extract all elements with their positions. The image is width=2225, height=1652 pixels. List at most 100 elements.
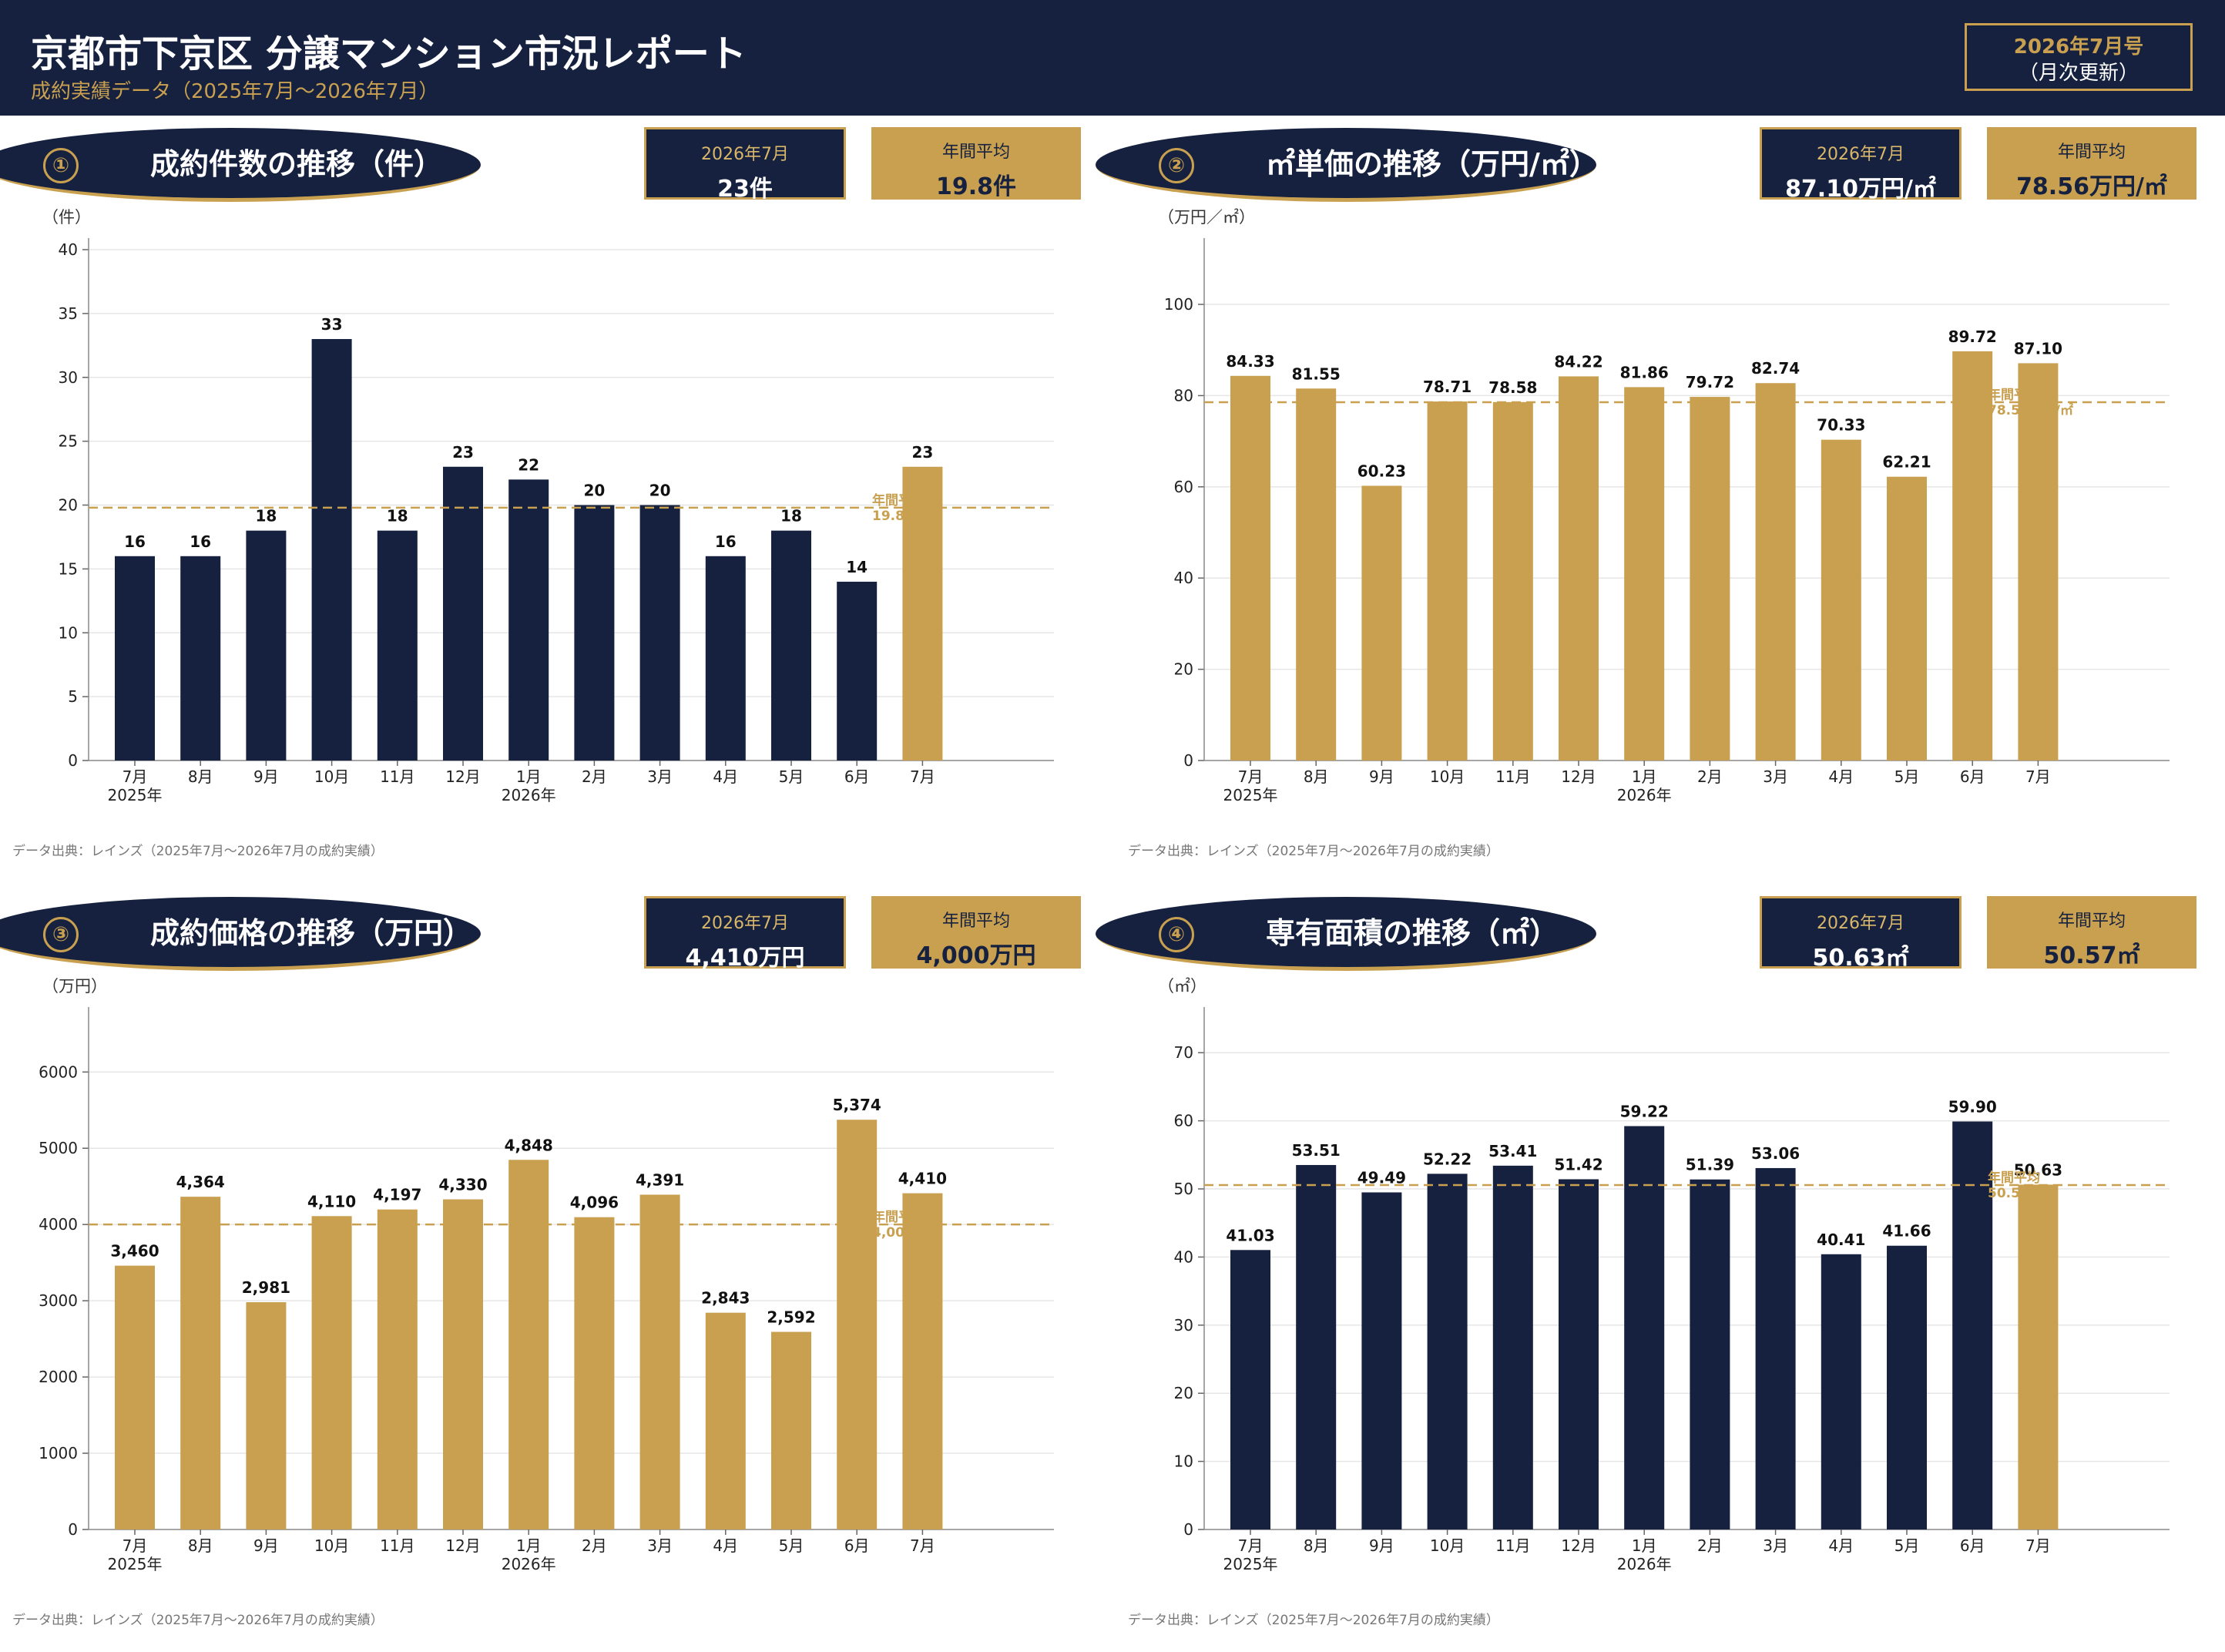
bar — [377, 530, 418, 761]
panel-floor-area: ④ 専有面積の推移（㎡） 2026年7月 50.63㎡ 年間平均 50.57㎡ … — [1096, 886, 2225, 1652]
data-label: 53.51 — [1292, 1141, 1341, 1160]
average-label: 年間平均 — [872, 1209, 925, 1225]
x-tick-label: 1月 — [1632, 1536, 1657, 1555]
kpi-current-label: 2026年7月 — [1817, 145, 1905, 164]
bar — [180, 556, 221, 761]
y-tick-label: 10 — [59, 623, 78, 642]
data-label: 50.63 — [2014, 1160, 2062, 1179]
bar — [2018, 363, 2059, 761]
kpi-average-value: 19.8件 — [935, 173, 1017, 200]
x-tick-label: 4月 — [1828, 1536, 1854, 1555]
x-year-label: 2025年 — [108, 1555, 163, 1573]
data-label: 4,096 — [570, 1194, 619, 1212]
average-value-label: 50.57㎡ — [1988, 1185, 2042, 1201]
x-tick-label: 9月 — [253, 1536, 279, 1555]
bar — [705, 556, 746, 761]
x-tick-label: 9月 — [1369, 1536, 1394, 1555]
x-tick-label: 5月 — [1894, 767, 1920, 786]
data-label: 2,843 — [701, 1289, 750, 1308]
kpi-current-value: 23件 — [717, 176, 773, 203]
data-label: 4,391 — [636, 1170, 684, 1189]
x-tick-label: 7月 — [122, 1536, 148, 1555]
data-label: 82.74 — [1751, 359, 1800, 378]
y-axis-unit: （万円／㎡） — [1158, 208, 1255, 227]
y-axis-unit: （万円） — [42, 977, 107, 996]
kpi-current-value: 50.63㎡ — [1812, 945, 1909, 972]
kpi-average-label: 年間平均 — [941, 143, 1010, 162]
data-source-note: データ出典：レインズ（2025年7月〜2026年7月の成約実績） — [1128, 844, 1499, 859]
bar — [1230, 1250, 1270, 1529]
y-tick-label: 100 — [1164, 295, 1193, 314]
bar — [1492, 401, 1533, 761]
data-label: 51.39 — [1686, 1156, 1734, 1174]
x-tick-label: 3月 — [647, 767, 673, 786]
bar — [639, 505, 680, 761]
panel-number: ③ — [43, 917, 79, 952]
data-source-note: データ出典：レインズ（2025年7月〜2026年7月の成約実績） — [12, 1613, 384, 1628]
bar — [639, 1194, 680, 1529]
y-tick-label: 0 — [68, 751, 78, 770]
bar — [1492, 1165, 1533, 1529]
x-tick-label: 6月 — [1960, 1536, 1985, 1555]
data-label: 89.72 — [1948, 327, 1997, 346]
x-tick-label: 1月 — [516, 767, 542, 786]
data-source-note: データ出典：レインズ（2025年7月〜2026年7月の成約実績） — [12, 844, 384, 859]
x-tick-label: 7月 — [910, 1536, 935, 1555]
report-title: 京都市下京区 分譲マンション市況レポート — [31, 32, 747, 76]
panel-deal-price: ③ 成約価格の推移（万円） 2026年7月 4,410万円 年間平均 4,000… — [0, 886, 1112, 1652]
x-tick-label: 11月 — [1495, 1536, 1530, 1555]
bar — [1887, 476, 1927, 761]
x-tick-label: 3月 — [1763, 1536, 1788, 1555]
data-label: 4,410 — [898, 1170, 947, 1188]
x-tick-label: 5月 — [1894, 1536, 1920, 1555]
average-label: 年間平均 — [872, 492, 925, 509]
data-label: 18 — [387, 507, 408, 525]
data-label: 2,592 — [767, 1308, 815, 1327]
x-tick-label: 8月 — [188, 767, 213, 786]
bar — [508, 1160, 549, 1529]
update-label: （月次更新） — [2018, 61, 2139, 85]
x-year-label: 2025年 — [108, 786, 163, 804]
bar-chart: 02040608010084.337月2025年81.558月60.239月78… — [1164, 238, 2170, 804]
y-tick-label: 0 — [68, 1520, 78, 1539]
x-tick-label: 3月 — [647, 1536, 673, 1555]
bar — [837, 1120, 878, 1529]
kpi-current-value: 87.10万円/㎡ — [1785, 176, 1936, 203]
average-label: 年間平均 — [1988, 387, 2040, 403]
data-label: 59.22 — [1620, 1102, 1669, 1120]
y-tick-label: 15 — [59, 559, 78, 578]
y-tick-label: 50 — [1174, 1180, 1193, 1198]
x-tick-label: 4月 — [1828, 767, 1854, 786]
x-tick-label: 10月 — [314, 767, 349, 786]
bar — [1230, 375, 1270, 761]
data-label: 4,364 — [176, 1173, 225, 1191]
panel-deal-count: ① 成約件数の推移（件） 2026年7月 23件 年間平均 19.8件 （件） … — [0, 117, 1112, 883]
data-label: 81.55 — [1292, 364, 1341, 383]
kpi-average-value: 78.56万円/㎡ — [2016, 173, 2167, 200]
data-label: 78.58 — [1488, 378, 1537, 397]
bar — [771, 530, 811, 761]
bar — [115, 556, 155, 761]
y-tick-label: 20 — [1174, 660, 1193, 679]
kpi-current-label: 2026年7月 — [701, 145, 789, 164]
data-label: 79.72 — [1686, 373, 1734, 391]
bar — [1559, 1179, 1599, 1529]
bar-chart: 01020304050607041.037月2025年53.518月49.499… — [1174, 1007, 2170, 1573]
bar — [311, 339, 352, 761]
kpi-current: 2026年7月 87.10万円/㎡ — [1760, 127, 1962, 203]
bar-chart: 0510152025303540167月2025年168月189月3310月18… — [59, 238, 1054, 804]
data-label: 52.22 — [1423, 1150, 1472, 1168]
x-tick-label: 3月 — [1763, 767, 1788, 786]
data-label: 3,460 — [110, 1242, 159, 1261]
panel-title-banner — [0, 128, 481, 202]
x-year-label: 2026年 — [502, 1555, 556, 1573]
y-axis-unit: （件） — [42, 208, 91, 227]
data-label: 4,848 — [505, 1136, 553, 1154]
y-tick-label: 30 — [1174, 1316, 1193, 1335]
kpi-current: 2026年7月 23件 — [644, 127, 846, 203]
bar — [1755, 383, 1796, 761]
y-tick-label: 40 — [59, 240, 78, 259]
x-tick-label: 7月 — [122, 767, 148, 786]
y-tick-label: 10 — [1174, 1452, 1193, 1471]
data-label: 53.06 — [1751, 1144, 1800, 1163]
